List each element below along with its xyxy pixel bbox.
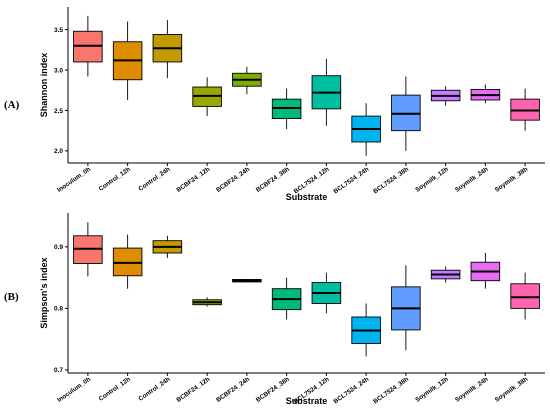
x-tick-label: Soymilk_38h [494,166,530,194]
y-tick-label: 0.9 [54,244,63,251]
x-tick-label: Soymilk_12h [414,376,450,404]
x-tick-label: BCL7524_38h [372,376,410,406]
x-tick-label: BCBF24_12h [175,166,211,194]
box-BCBF24_12h [192,297,222,307]
x-axis-title: Substrate [286,396,328,406]
panel-label: (B) [4,291,19,303]
box-Inoculum_0h [73,222,103,277]
box-BCL7524_38h [391,265,421,351]
box-BCBF24_38h [271,88,302,130]
x-tick-label: BCBF24_24h [215,166,251,194]
x-tick-label: Soymilk_12h [414,166,450,194]
x-tick-label: BCL7524_24h [332,166,370,196]
y-axis-title: Shannon index [39,53,49,118]
box-Soymilk_38h [510,88,540,131]
box-Soymilk_12h [430,86,461,106]
x-tick-label: Control_24h [137,166,171,193]
box-body [510,283,540,309]
box-BCL7524_24h [351,303,381,357]
box-BCL7524_24h [351,103,381,156]
box-BCBF24_12h [192,77,222,117]
y-tick-label: 0.8 [54,306,63,313]
panel-label: (A) [4,99,20,111]
y-tick-label: 2.0 [54,148,63,155]
x-tick-label: Inoculum_0h [56,376,92,404]
y-axis-title: Simpson's index [39,257,49,328]
x-tick-label: BCL7524_38h [372,166,410,196]
x-tick-label: Control_24h [137,376,171,403]
box-BCL7524_12h [311,58,342,126]
box-Control_12h [112,234,143,289]
box-BCBF24_38h [271,277,302,320]
x-tick-label: BCL7524_24h [332,376,370,406]
x-tick-label: Inoculum_0h [56,166,92,194]
box-Control_24h [152,235,183,258]
box-Soymilk_24h [470,84,501,104]
box-Control_12h [112,21,143,100]
x-tick-label: Soymilk_24h [454,166,490,194]
box-Soymilk_38h [510,272,540,320]
y-tick-label: 0.7 [54,367,63,374]
box-BCL7524_12h [311,272,342,314]
x-tick-label: Soymilk_24h [454,376,490,404]
x-tick-label: BCBF24_24h [215,376,251,404]
x-axis-title: Substrate [286,192,328,202]
box-BCBF24_24h [232,278,262,283]
x-tick-label: Control_12h [98,166,132,193]
y-tick-label: 2.5 [54,108,63,115]
box-Soymilk_24h [470,253,501,289]
y-tick-label: 3.0 [54,67,63,74]
x-tick-label: BCBF24_12h [175,376,211,404]
x-tick-label: Control_12h [98,376,132,403]
box-BCL7524_38h [391,76,421,151]
box-Inoculum_0h [73,15,103,77]
x-tick-label: BCL7524_12h [293,166,331,196]
y-tick-label: 3.5 [54,27,63,34]
box-Control_24h [152,19,183,79]
box-BCBF24_24h [232,66,262,95]
box-Soymilk_12h [430,266,461,283]
x-tick-label: BCBF24_38h [255,166,291,194]
x-tick-label: Soymilk_38h [494,376,530,404]
